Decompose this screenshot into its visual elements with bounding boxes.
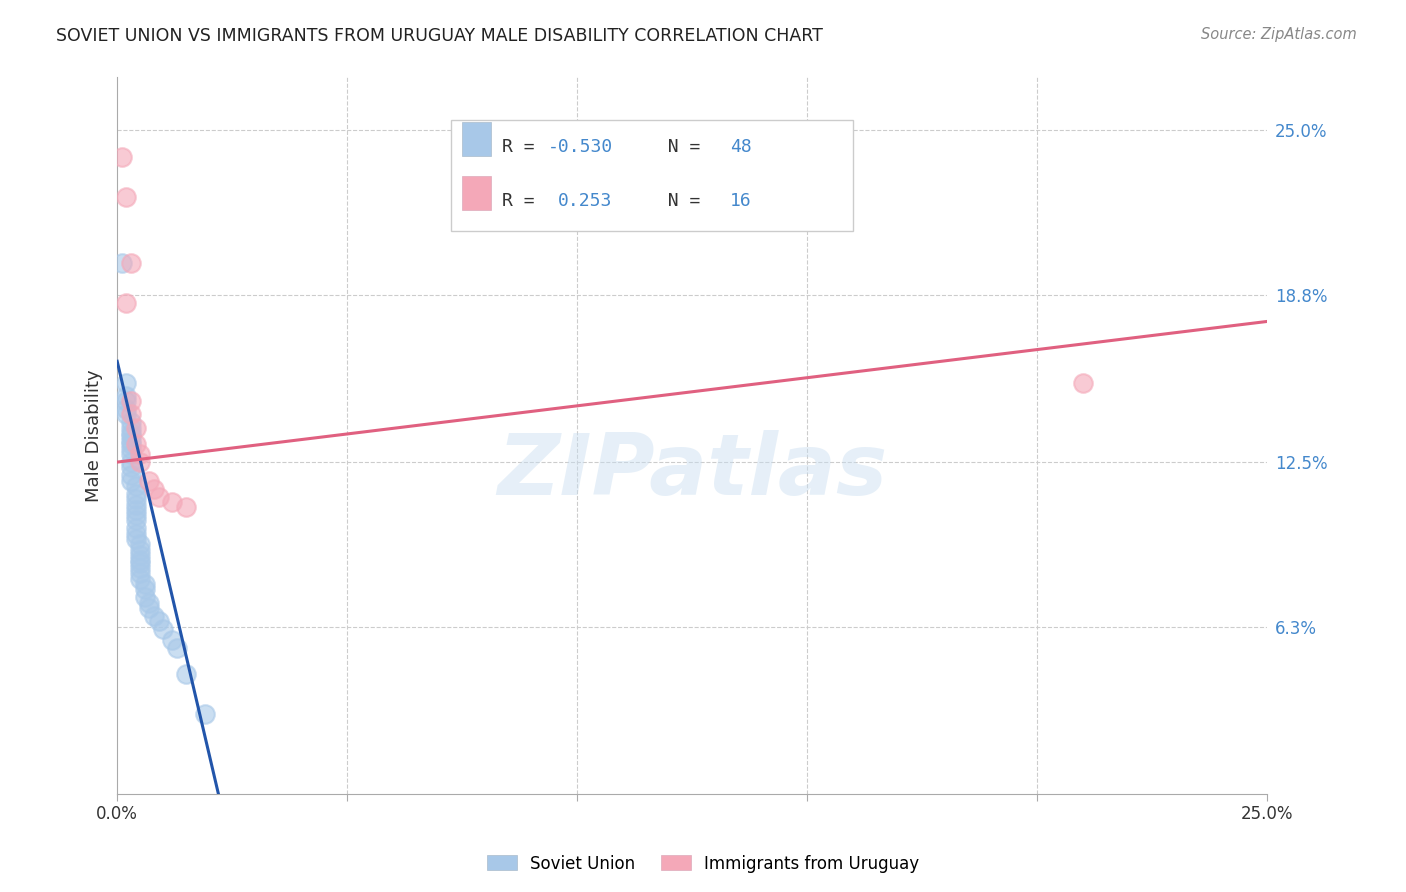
Point <box>143 482 166 496</box>
Point <box>111 256 134 270</box>
Point <box>120 442 142 456</box>
Point <box>129 548 152 562</box>
Point <box>120 436 142 450</box>
Point <box>115 296 138 310</box>
Point <box>120 420 142 434</box>
Point <box>124 498 146 512</box>
Point <box>152 622 174 636</box>
Point <box>1071 376 1094 390</box>
Point <box>129 553 152 567</box>
Point <box>124 492 146 507</box>
Point <box>129 556 152 570</box>
Point <box>174 667 197 681</box>
Point <box>120 428 142 442</box>
Point <box>124 521 146 535</box>
Point <box>129 537 152 551</box>
Point <box>111 150 134 164</box>
Point <box>124 420 146 434</box>
Point <box>120 408 142 422</box>
Point <box>120 447 142 461</box>
Point <box>120 256 142 270</box>
Point <box>120 425 142 440</box>
Point <box>134 577 156 591</box>
Legend: Soviet Union, Immigrants from Uruguay: Soviet Union, Immigrants from Uruguay <box>481 848 925 880</box>
Point <box>138 474 160 488</box>
Text: R =: R = <box>502 192 557 210</box>
Point <box>134 582 156 597</box>
Point <box>193 707 215 722</box>
Point <box>124 526 146 541</box>
Point <box>115 408 138 422</box>
Point <box>120 474 142 488</box>
Point <box>129 447 152 461</box>
Point <box>148 614 170 628</box>
Point <box>166 640 188 655</box>
Point <box>124 479 146 493</box>
Text: R =: R = <box>502 138 546 156</box>
Point <box>115 389 138 403</box>
Point <box>124 503 146 517</box>
Point <box>143 609 166 624</box>
Text: -0.530: -0.530 <box>548 138 613 156</box>
Text: SOVIET UNION VS IMMIGRANTS FROM URUGUAY MALE DISABILITY CORRELATION CHART: SOVIET UNION VS IMMIGRANTS FROM URUGUAY … <box>56 27 823 45</box>
Point <box>115 402 138 417</box>
Point <box>115 190 138 204</box>
Point <box>115 394 138 409</box>
Point <box>124 532 146 546</box>
Point <box>129 455 152 469</box>
Text: 48: 48 <box>730 138 752 156</box>
Point <box>124 513 146 527</box>
Point <box>120 394 142 409</box>
Text: 0.253: 0.253 <box>558 192 612 210</box>
Point <box>129 572 152 586</box>
Point <box>129 561 152 575</box>
Point <box>162 632 184 647</box>
Point <box>120 434 142 448</box>
Point <box>174 500 197 515</box>
Point <box>134 591 156 605</box>
Point <box>138 601 160 615</box>
Point <box>129 542 152 557</box>
Point <box>129 566 152 581</box>
Point <box>124 487 146 501</box>
Point <box>120 455 142 469</box>
Point <box>115 376 138 390</box>
Text: Source: ZipAtlas.com: Source: ZipAtlas.com <box>1201 27 1357 42</box>
Point <box>120 468 142 483</box>
FancyBboxPatch shape <box>450 120 853 231</box>
Text: 16: 16 <box>730 192 752 210</box>
Point <box>162 495 184 509</box>
Point <box>120 415 142 429</box>
Point <box>148 490 170 504</box>
Text: N =: N = <box>645 138 711 156</box>
Point <box>124 508 146 523</box>
Text: ZIPatlas: ZIPatlas <box>496 430 887 513</box>
Text: N =: N = <box>645 192 711 210</box>
Point <box>138 596 160 610</box>
Bar <box>463 176 491 210</box>
Point <box>120 460 142 475</box>
Bar <box>463 122 491 156</box>
Y-axis label: Male Disability: Male Disability <box>86 369 103 502</box>
Point <box>124 436 146 450</box>
